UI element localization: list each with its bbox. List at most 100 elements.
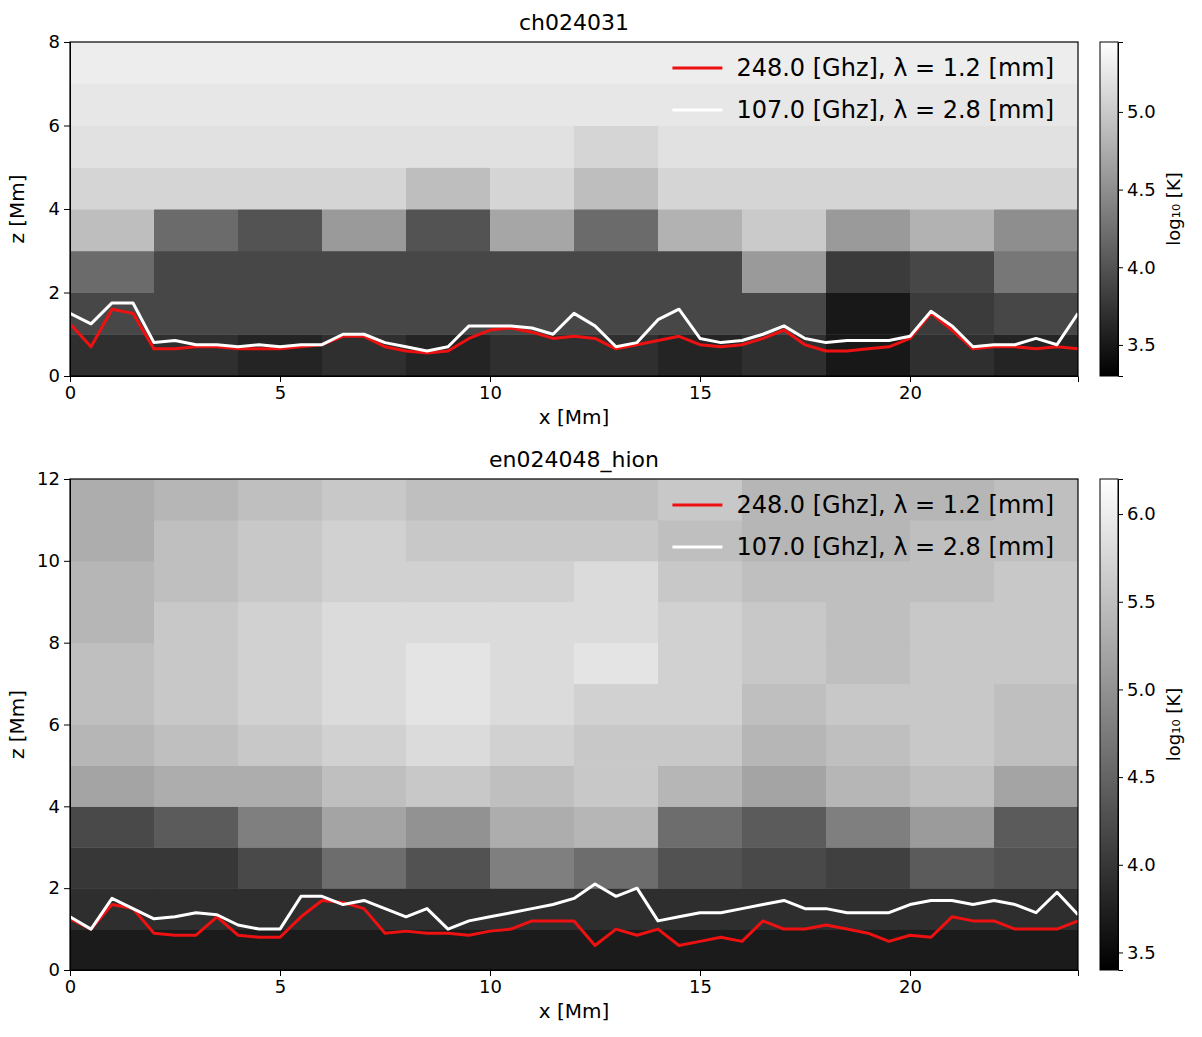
heatmap-cell	[742, 561, 827, 602]
tick-mark	[64, 126, 70, 127]
heatmap-cell	[70, 84, 155, 126]
plot-frame	[70, 42, 1078, 376]
heatmap-cell	[322, 806, 407, 847]
tick-mark	[64, 970, 70, 971]
heatmap-cell	[658, 479, 743, 520]
heatmap-cell	[994, 806, 1078, 847]
tick: 0	[49, 959, 70, 980]
heatmap-cell	[154, 561, 239, 602]
tick: 5	[275, 970, 286, 997]
heatmap-cell	[658, 561, 743, 602]
heatmap-cell	[910, 561, 995, 602]
heatmap-cell	[574, 167, 659, 209]
heatmap-cell	[154, 765, 239, 806]
heatmap-cell	[658, 765, 743, 806]
tick-label: 2	[49, 877, 60, 898]
tick-mark	[1118, 602, 1123, 603]
heatmap-cell	[574, 602, 659, 643]
tick-label: 20	[899, 382, 922, 403]
heatmap-cell	[406, 684, 491, 725]
heatmap-cell	[406, 929, 491, 970]
axis-line	[1119, 480, 1124, 971]
heatmap-cell	[154, 84, 239, 126]
heatmap-cell	[490, 479, 575, 520]
tick-mark	[64, 209, 70, 210]
tick: 0	[65, 970, 76, 997]
heatmap-cell	[154, 847, 239, 888]
heatmap-cell	[322, 42, 407, 84]
title: en024048_hion	[489, 447, 659, 473]
tick-mark	[64, 643, 70, 644]
heatmap-cell	[322, 293, 407, 335]
tick-label: 5.5	[1127, 591, 1156, 612]
heatmap-cell	[994, 684, 1078, 725]
heatmap-cell	[574, 643, 659, 684]
heatmap-cell	[490, 167, 575, 209]
heatmap-cell	[910, 602, 995, 643]
tick: 4.5	[1118, 766, 1156, 787]
heatmap-cell	[70, 643, 155, 684]
heatmap-cell	[574, 806, 659, 847]
heatmap-cell	[994, 561, 1078, 602]
heatmap-cell	[910, 847, 995, 888]
tick-label: 4	[49, 796, 60, 817]
heatmap-cell	[238, 84, 323, 126]
tick-label: 4.0	[1127, 854, 1156, 875]
heatmap-cell	[574, 725, 659, 766]
heatmap-cell	[490, 42, 575, 84]
axis-line	[71, 377, 1079, 383]
tick-mark	[1118, 777, 1123, 778]
panel: 05101520024681012en024048_hionx [Mm]z [M…	[5, 447, 1184, 1023]
x-axis: 05101520	[65, 376, 1079, 403]
heatmap-cell	[658, 602, 743, 643]
heatmap-cell	[70, 806, 155, 847]
heatmap-cell	[742, 167, 827, 209]
heatmap-cell	[910, 167, 995, 209]
heatmap-cell	[826, 765, 911, 806]
heatmap-cell	[238, 126, 323, 168]
heatmap-cell	[238, 293, 323, 335]
heatmap-cell	[490, 684, 575, 725]
heatmap-cell	[154, 42, 239, 84]
legend-swatch	[672, 67, 722, 70]
heatmap-cell	[994, 602, 1078, 643]
tick: 0	[65, 376, 76, 403]
heatmap-cell	[826, 806, 911, 847]
tick-mark	[1118, 514, 1123, 515]
heatmap-cell	[70, 334, 155, 376]
heatmap-cell	[406, 126, 491, 168]
legend-label: 107.0 [Ghz], λ = 2.8 [mm]	[736, 96, 1054, 124]
tick-mark	[64, 725, 70, 726]
heatmap-cell	[154, 479, 239, 520]
heatmap-cell	[238, 42, 323, 84]
heatmap-cell	[238, 847, 323, 888]
heatmap-cell	[238, 725, 323, 766]
legend-swatch	[672, 546, 722, 549]
tick-label: 10	[479, 976, 502, 997]
heatmap-cell	[994, 251, 1078, 293]
heatmap-cell	[406, 888, 491, 929]
heatmap-cell	[826, 847, 911, 888]
heatmap-cell	[574, 334, 659, 376]
legend-label: 107.0 [Ghz], λ = 2.8 [mm]	[736, 533, 1054, 561]
heatmap-cell	[994, 725, 1078, 766]
heatmap-cell	[322, 209, 407, 251]
heatmap-cell	[154, 209, 239, 251]
heatmap-cell	[658, 888, 743, 929]
tick-mark	[1118, 865, 1123, 866]
heatmap-cell	[826, 167, 911, 209]
tick-label: 3.5	[1127, 942, 1156, 963]
tick-label: 5.0	[1127, 101, 1156, 122]
heatmap-cell	[238, 209, 323, 251]
tick-label: 10	[479, 382, 502, 403]
heatmap-cell	[154, 167, 239, 209]
heatmap-cell	[658, 684, 743, 725]
heatmap-cell	[322, 929, 407, 970]
heatmap-cell	[826, 126, 911, 168]
tick-label: 0	[65, 976, 76, 997]
heatmap-cell	[238, 167, 323, 209]
heatmap-cell	[322, 167, 407, 209]
tick: 6	[49, 115, 70, 136]
tick-label: 0	[65, 382, 76, 403]
colorbar-title: log₁₀ [K]	[1163, 172, 1184, 245]
